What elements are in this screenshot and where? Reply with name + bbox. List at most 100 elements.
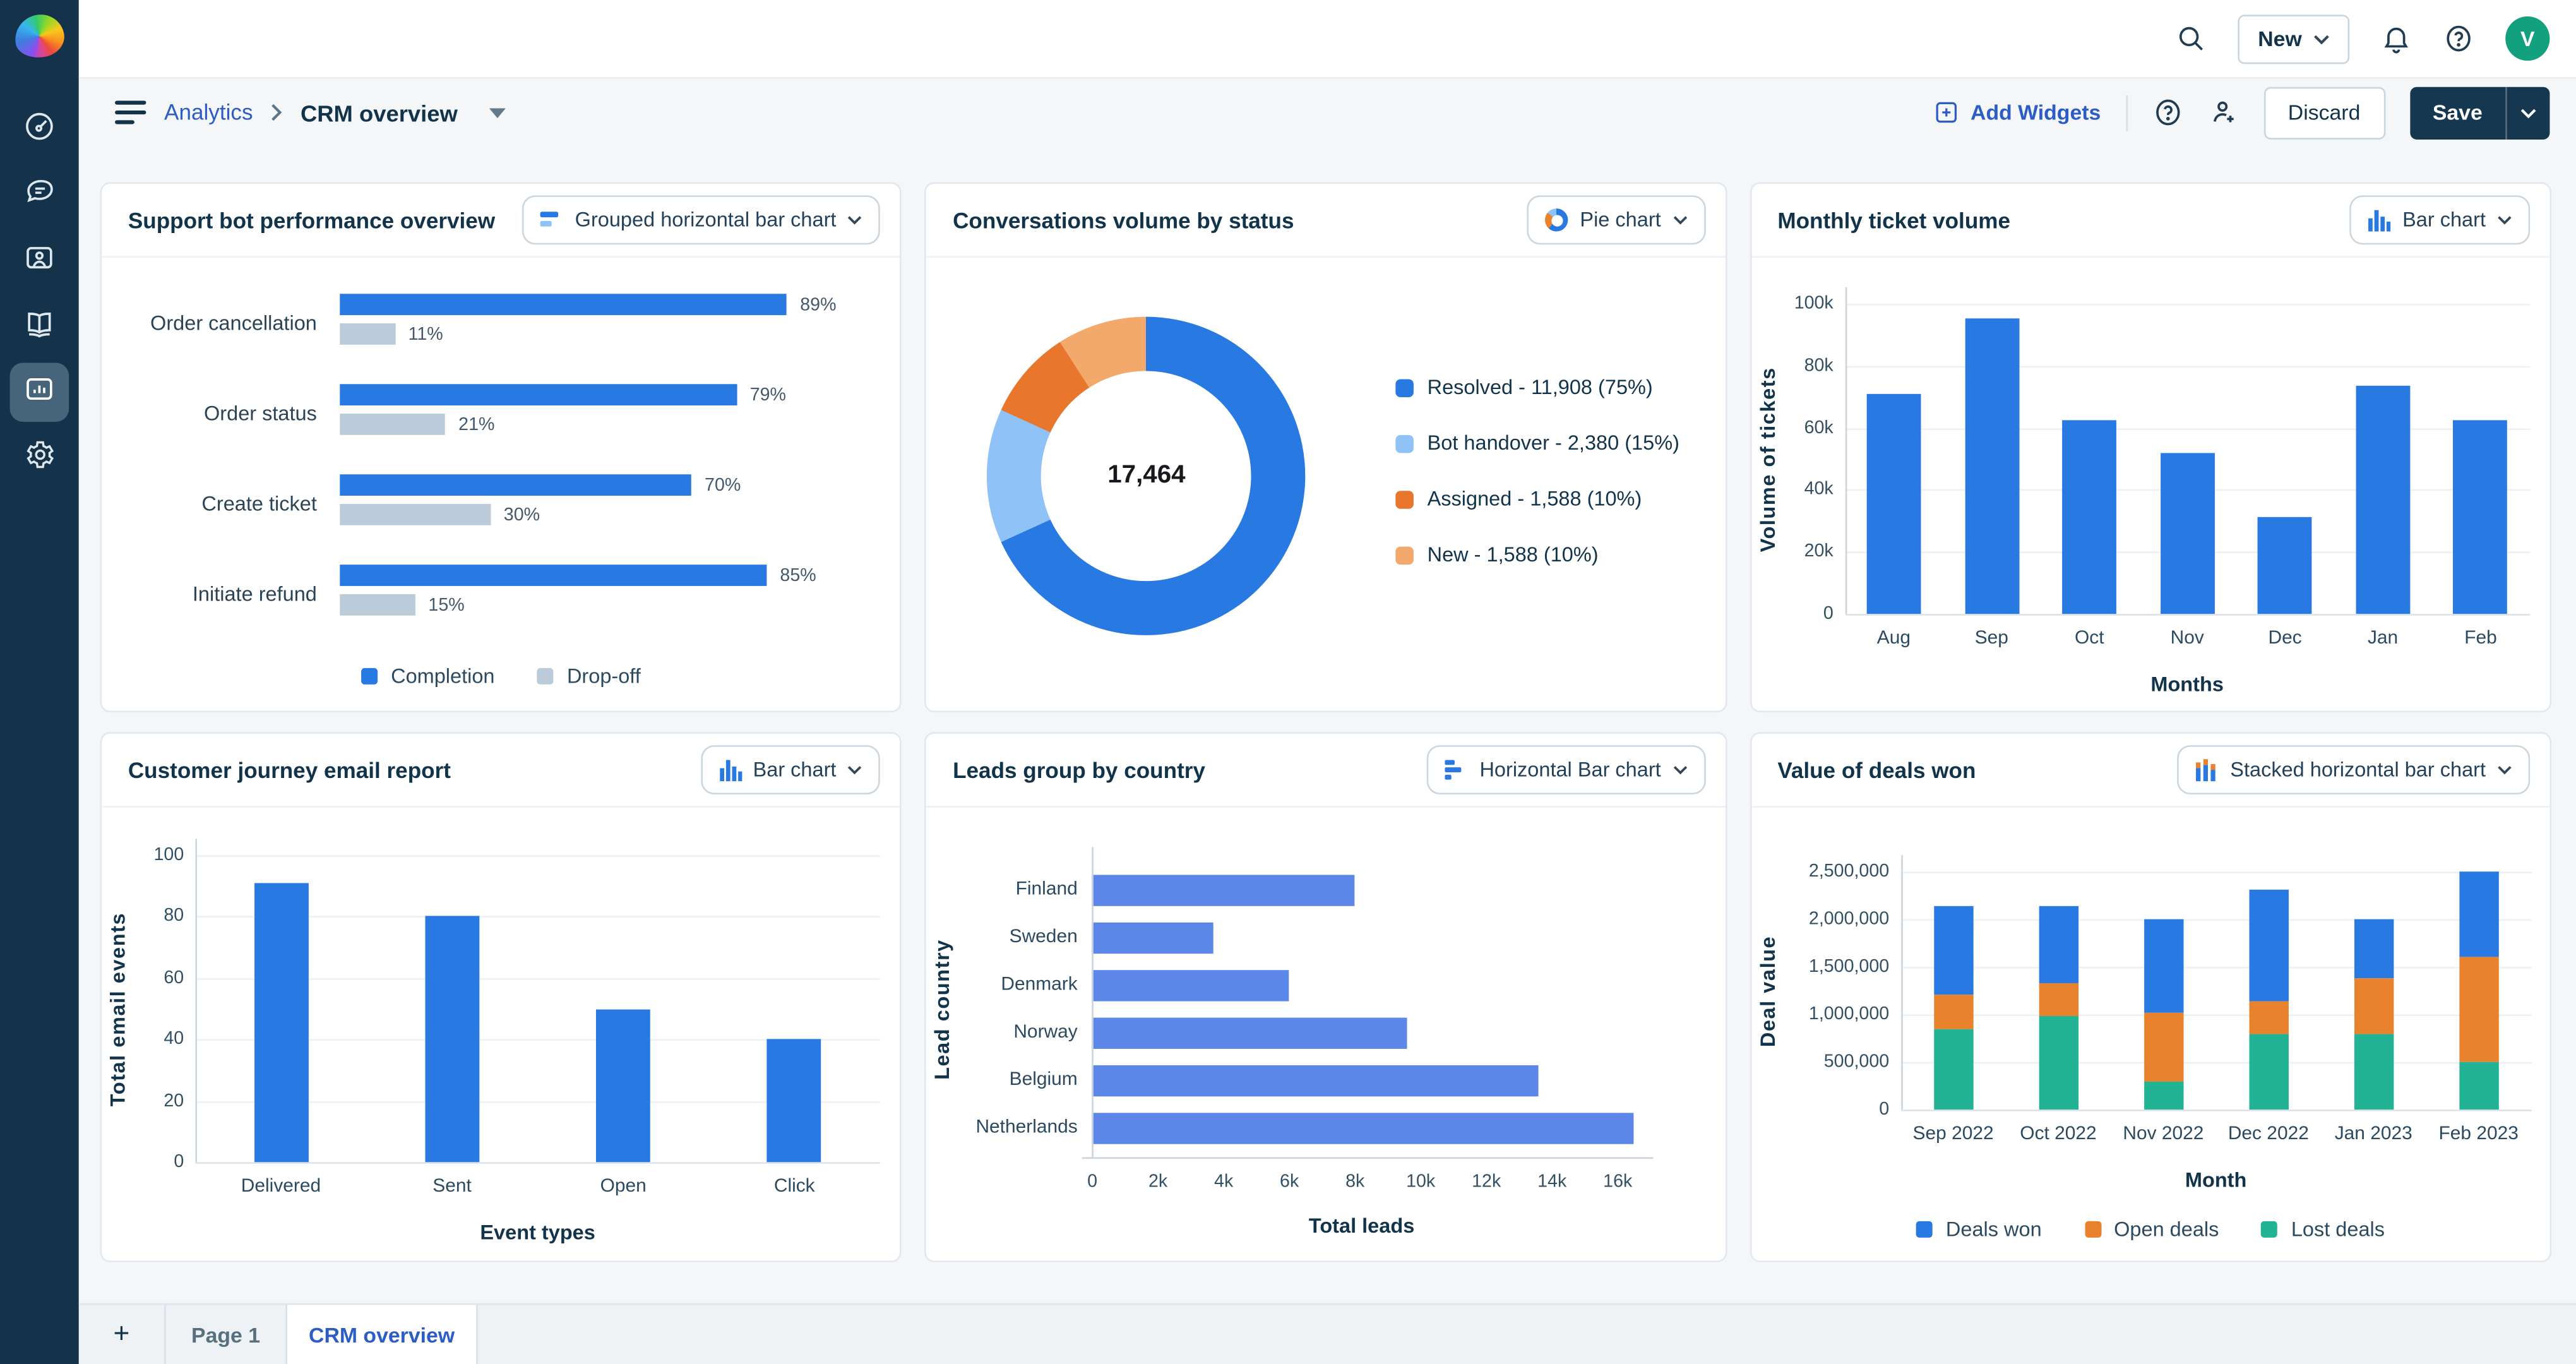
y-tick-label: 80k (1804, 356, 1834, 376)
y-tick-label: Netherlands (975, 1116, 1078, 1137)
toolbar-divider (2125, 94, 2127, 131)
y-tick-label: 0 (1879, 1099, 1890, 1120)
bar-drop-off (340, 503, 491, 525)
y-tick-label: Sweden (1009, 926, 1078, 947)
x-tick-label: 16k (1603, 1171, 1633, 1192)
grouped-bar-row: Order cancellation 89% 11% (102, 294, 900, 353)
freshworks-logo[interactable] (11, 11, 68, 62)
widget-customer-journey-email: Customer journey email report Bar chart … (100, 732, 902, 1262)
sidebar-item-conversations[interactable] (10, 166, 69, 225)
sidebar-item-analytics[interactable] (9, 362, 69, 422)
bar-segment-deals-won (2038, 907, 2078, 984)
save-split-button: Save (2409, 86, 2550, 139)
help-icon[interactable] (2443, 23, 2474, 54)
chart-type-selector[interactable]: Pie chart (1527, 195, 1705, 245)
chart-legend: Completion Drop-off (102, 665, 900, 688)
grouped-bar-row: Order status 79% 21% (102, 384, 900, 443)
tab-page-1[interactable]: Page 1 (166, 1305, 288, 1364)
new-button[interactable]: New (2238, 14, 2350, 64)
bar (1866, 393, 1921, 614)
bar (1092, 922, 1214, 954)
bar-segment-open-deals (2459, 957, 2498, 1062)
y-tick-label: 1,000,000 (1808, 1004, 1890, 1024)
sidebar-item-settings[interactable] (10, 428, 69, 488)
chevron-down-icon (2498, 216, 2512, 225)
bar-slot (2321, 871, 2426, 1110)
value-label: 21% (458, 414, 495, 434)
x-tick-label: 10k (1406, 1171, 1436, 1192)
y-axis-title: Lead country (931, 939, 955, 1080)
widget-title: Conversations volume by status (953, 207, 1294, 232)
bar-segment-open-deals (1933, 994, 1973, 1029)
bar-segment-open-deals (2038, 984, 2078, 1017)
category-label: Order status (204, 402, 317, 426)
legend-item: Completion (361, 665, 495, 688)
chart-type-selector[interactable]: Stacked horizontal bar chart (2178, 745, 2531, 795)
bar-completion (340, 294, 787, 316)
stacked-bar (1933, 907, 1973, 1110)
notifications-bell-icon[interactable] (2381, 23, 2412, 54)
add-page-tab-button[interactable]: + (79, 1305, 166, 1364)
bar (2454, 420, 2508, 614)
x-axis-title: Month (2185, 1168, 2247, 1192)
bar-slot (2041, 304, 2138, 614)
plus-square-icon (1936, 102, 1957, 123)
bar (254, 883, 308, 1163)
y-axis-line (1844, 287, 1847, 614)
horizontal-bar-chart-icon (1445, 758, 1468, 781)
menu-hamburger-icon[interactable] (115, 97, 146, 128)
breadcrumb-analytics-link[interactable]: Analytics (164, 100, 253, 125)
sidebar-item-dashboard[interactable] (10, 100, 69, 160)
toolbar-help-icon[interactable] (2152, 97, 2183, 128)
chat-icon (23, 175, 56, 216)
y-tick-label: 2,000,000 (1808, 909, 1890, 930)
analytics-icon (23, 372, 56, 413)
bar-drop-off (340, 323, 395, 345)
legend-item: Assigned - 1,588 (10%) (1396, 488, 1679, 510)
chart-type-selector[interactable]: Bar chart (2349, 195, 2531, 245)
bar-segment-lost-deals (2459, 1062, 2498, 1110)
chevron-down-icon (2314, 34, 2329, 44)
analytics-toolbar: Analytics CRM overview Add Widgets (78, 78, 2576, 147)
save-options-chevron[interactable] (2505, 86, 2549, 139)
y-tick-label: 0 (174, 1152, 184, 1172)
sidebar-item-knowledge-base[interactable] (10, 297, 69, 356)
bar (2062, 420, 2117, 614)
stacked-bar (2354, 919, 2394, 1110)
user-avatar[interactable]: V (2505, 16, 2550, 61)
dashboard-canvas: Support bot performance overview Grouped… (78, 146, 2576, 1303)
chart-type-selector[interactable]: Horizontal Bar chart (1427, 745, 1705, 795)
y-axis-title: Deal value (1756, 935, 1779, 1046)
stacked-bar (2459, 871, 2498, 1110)
gridline (1844, 366, 2530, 368)
legend-item: Open deals (2084, 1218, 2219, 1241)
sidebar-item-contacts[interactable] (10, 232, 69, 291)
tab-crm-overview[interactable]: CRM overview (287, 1305, 478, 1364)
bar-completion (340, 384, 737, 406)
bar (2258, 517, 2313, 614)
save-button[interactable]: Save (2432, 100, 2483, 125)
widget-conversations-volume: Conversations volume by status Pie chart… (924, 182, 1727, 713)
bar-drop-off (340, 594, 415, 616)
y-tick-label: 60 (164, 968, 184, 988)
y-tick-label: 100k (1794, 294, 1834, 314)
chevron-down-icon (848, 216, 862, 225)
page-menu-caret-icon[interactable] (489, 107, 506, 117)
discard-button[interactable]: Discard (2263, 86, 2385, 139)
bar-segment-open-deals (2248, 1001, 2289, 1035)
y-tick-label: 20 (164, 1091, 184, 1111)
gridline (1900, 1014, 2531, 1016)
search-icon[interactable] (2176, 23, 2207, 54)
value-label: 70% (705, 475, 741, 495)
share-user-plus-icon[interactable] (2207, 97, 2238, 128)
chevron-down-icon (848, 766, 862, 775)
y-axis-title: Volume of tickets (1756, 366, 1779, 552)
chart-type-selector[interactable]: Bar chart (700, 745, 881, 795)
bar-segment-deals-won (2144, 919, 2183, 1014)
add-widgets-button[interactable]: Add Widgets (1935, 100, 2101, 125)
gridline (1900, 871, 2531, 873)
y-tick-label: 100 (153, 845, 184, 865)
x-axis-line (1082, 1157, 1654, 1159)
bar (1092, 1113, 1635, 1144)
chart-type-selector[interactable]: Grouped horizontal bar chart (522, 195, 881, 245)
